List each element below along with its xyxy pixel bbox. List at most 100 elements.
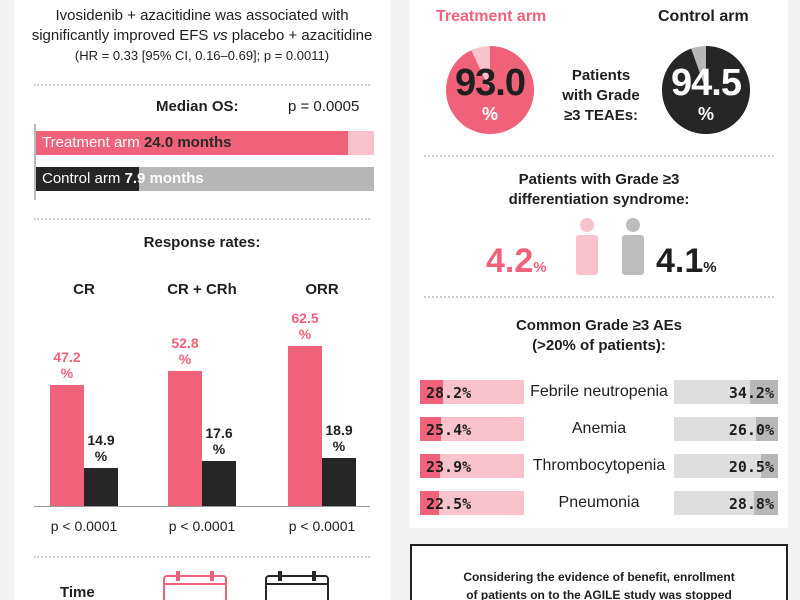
os-treatment-label: Treatment arm xyxy=(42,134,144,151)
teae-treatment-donut: 93.0 % xyxy=(446,46,535,134)
pvalue-crcrh: p < 0.0001 xyxy=(168,518,236,534)
diff-treatment-unit: % xyxy=(533,259,547,276)
ae-control-fill xyxy=(750,380,778,404)
os-control-fill xyxy=(36,167,139,191)
time-label: Time xyxy=(60,584,95,600)
teae-treatment-value: 93.0 xyxy=(455,62,526,104)
ae-control-bar: 20.5% xyxy=(674,454,778,478)
ae-control-fill xyxy=(756,417,778,441)
label-crcrh-control: 17.6% xyxy=(205,424,233,457)
diff-control: 4.1% xyxy=(656,242,717,281)
enrollment-box: Considering the evidence of benefit, enr… xyxy=(410,544,788,600)
response-baseline xyxy=(34,506,370,507)
teae-label: Patients with Grade ≥3 TEAEs: xyxy=(546,66,656,126)
pvalue-cr: p < 0.0001 xyxy=(50,518,118,534)
enrollment-line-2: of patients on to the AGILE study was st… xyxy=(466,588,732,600)
os-control-label: Control arm xyxy=(42,170,125,187)
os-control-value: 7.9 months xyxy=(124,170,204,187)
label-crcrh-treatment: 52.8% xyxy=(171,334,199,367)
label-cr-treatment: 47.2% xyxy=(53,349,81,382)
os-treatment-fill xyxy=(36,131,348,155)
ae-treatment-value: 23.9% xyxy=(426,458,472,476)
ae-treatment-bar: 23.9% xyxy=(420,454,524,478)
diff-control-value: 4.1 xyxy=(656,242,704,280)
ae-treatment-fill xyxy=(420,417,441,441)
ae-table: 28.2% Febrile neutropenia 34.2% 25.4% Anemia… xyxy=(410,0,788,528)
diff-control-unit: % xyxy=(703,259,717,276)
os-control-text: Control arm 7.9 months xyxy=(42,170,204,187)
ae-control-bar: 26.0% xyxy=(674,417,778,441)
os-title: Median OS: xyxy=(156,98,239,115)
ae-control-value: 34.2% xyxy=(728,384,774,402)
ae-treatment-value: 28.2% xyxy=(426,384,472,402)
teae-label-1: Patients xyxy=(571,67,631,84)
teae-control-donut: 94.5 % xyxy=(662,46,751,134)
ae-control-value: 20.5% xyxy=(728,458,774,476)
teae-treatment-unit: % xyxy=(481,104,498,124)
person-control-icon xyxy=(618,218,648,276)
ae-treatment-value: 22.5% xyxy=(426,495,472,513)
ae-title: Common Grade ≥3 AEs (>20% of patients): xyxy=(410,316,788,356)
response-group-orr: ORR xyxy=(305,281,339,298)
right-panel: Treatment arm Control arm 93.0 % Patient… xyxy=(410,0,788,528)
person-treatment-icon xyxy=(572,218,602,276)
os-pvalue: p = 0.0005 xyxy=(288,98,360,115)
diff-treatment: 4.2% xyxy=(486,242,547,281)
efs-line-2-b: placebo + azacitidine xyxy=(227,27,373,44)
bar-orr-treatment xyxy=(288,346,322,506)
ae-treatment-fill xyxy=(420,491,439,515)
diff-title-2: differentiation syndrome: xyxy=(508,191,690,208)
ae-control-fill xyxy=(754,491,778,515)
efs-line-3: (HR = 0.33 [95% CI, 0.16–0.69]; p = 0.00… xyxy=(74,48,330,63)
ae-title-2: (>20% of patients): xyxy=(532,337,666,354)
ae-treatment-fill xyxy=(420,454,440,478)
ae-control-value: 26.0% xyxy=(728,421,774,439)
ae-title-1: Common Grade ≥3 AEs xyxy=(515,317,683,334)
label-cr-control: 14.9% xyxy=(87,431,115,464)
diff-title: Patients with Grade ≥3 differentiation s… xyxy=(410,170,788,210)
bar-cr-treatment xyxy=(50,385,84,506)
teae-control-value: 94.5 xyxy=(671,62,742,104)
os-axis xyxy=(34,124,36,200)
ae-control-fill xyxy=(761,454,778,478)
divider xyxy=(34,218,370,220)
ae-treatment-value: 25.4% xyxy=(426,421,472,439)
response-chart: 47.2% 14.9% 52.8% 17.6% 62.5% 18.9% xyxy=(14,0,390,600)
calendar-control-icon xyxy=(264,570,330,600)
bar-crcrh-control xyxy=(202,460,236,506)
left-panel: Ivosidenib + azacitidine was associated … xyxy=(14,0,390,600)
bar-crcrh-treatment xyxy=(168,370,202,506)
ae-name: Anemia xyxy=(571,420,627,437)
efs-summary: Ivosidenib + azacitidine was associated … xyxy=(14,6,390,66)
diff-title-1: Patients with Grade ≥3 xyxy=(518,171,680,188)
os-treatment-value: 24.0 months xyxy=(143,134,232,151)
os-control-bar: Control arm 7.9 months xyxy=(36,167,374,191)
divider xyxy=(34,556,370,558)
ae-control-bar: 34.2% xyxy=(674,380,778,404)
enrollment-line-1: Considering the evidence of benefit, enr… xyxy=(463,570,735,584)
teae-control-unit: % xyxy=(697,104,714,124)
enrollment-text: Considering the evidence of benefit, enr… xyxy=(412,568,786,600)
response-group-cr: CR xyxy=(73,281,95,298)
os-treatment-bar: Treatment arm 24.0 months xyxy=(36,131,374,155)
efs-line-2-a: significantly improved EFS xyxy=(31,27,213,44)
ae-control-value: 28.8% xyxy=(728,495,774,513)
bar-orr-control xyxy=(322,457,356,506)
efs-vs: vs xyxy=(212,27,228,44)
efs-line-1: Ivosidenib + azacitidine was associated … xyxy=(55,7,349,24)
bar-cr-control xyxy=(84,467,118,506)
control-arm-header: Control arm xyxy=(658,8,749,25)
ae-treatment-fill xyxy=(420,380,443,404)
response-group-crcrh: CR + CRh xyxy=(167,281,237,298)
pvalue-orr: p < 0.0001 xyxy=(288,518,356,534)
calendar-treatment-icon xyxy=(162,570,228,600)
teae-label-3: ≥3 TEAEs: xyxy=(563,107,639,124)
ae-control-bar: 28.8% xyxy=(674,491,778,515)
teae-label-2: with Grade xyxy=(562,87,640,104)
ae-name: Pneumonia xyxy=(558,494,640,511)
ae-name: Febrile neutropenia xyxy=(530,383,668,400)
efs-line-2: significantly improved EFS vs placebo + … xyxy=(14,26,390,46)
divider xyxy=(424,155,774,157)
ae-treatment-bar: 22.5% xyxy=(420,491,524,515)
label-orr-treatment: 62.5% xyxy=(291,310,319,342)
